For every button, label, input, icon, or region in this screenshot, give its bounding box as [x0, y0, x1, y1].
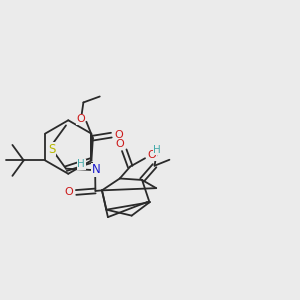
Text: O: O [114, 130, 123, 140]
Text: H: H [153, 145, 161, 155]
Text: O: O [115, 139, 124, 149]
Text: O: O [64, 188, 73, 197]
Text: O: O [147, 150, 156, 160]
Text: O: O [76, 114, 85, 124]
Text: S: S [48, 143, 56, 156]
Text: N: N [92, 164, 101, 176]
Text: H: H [77, 159, 85, 169]
